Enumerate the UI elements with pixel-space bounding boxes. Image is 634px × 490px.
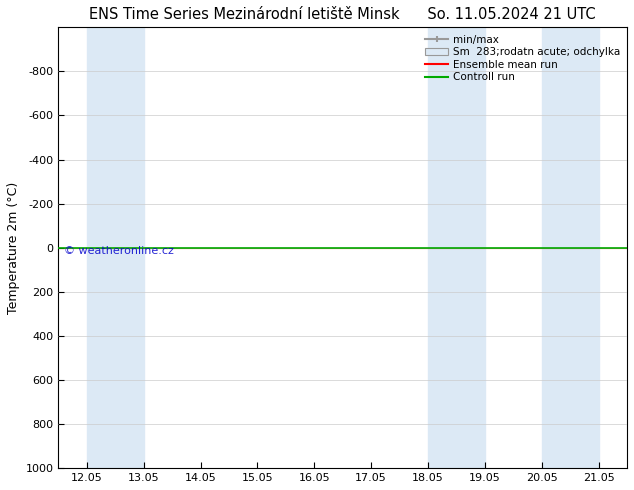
Bar — [87, 27, 144, 468]
Y-axis label: Temperature 2m (°C): Temperature 2m (°C) — [7, 182, 20, 314]
Text: © weatheronline.cz: © weatheronline.cz — [64, 245, 174, 255]
Bar — [428, 27, 485, 468]
Bar — [541, 27, 598, 468]
Legend: min/max, Sm  283;rodatn acute; odchylka, Ensemble mean run, Controll run: min/max, Sm 283;rodatn acute; odchylka, … — [424, 32, 622, 84]
Title: ENS Time Series Mezinárodní letiště Minsk      So. 11.05.2024 21 UTC: ENS Time Series Mezinárodní letiště Mins… — [89, 7, 596, 22]
